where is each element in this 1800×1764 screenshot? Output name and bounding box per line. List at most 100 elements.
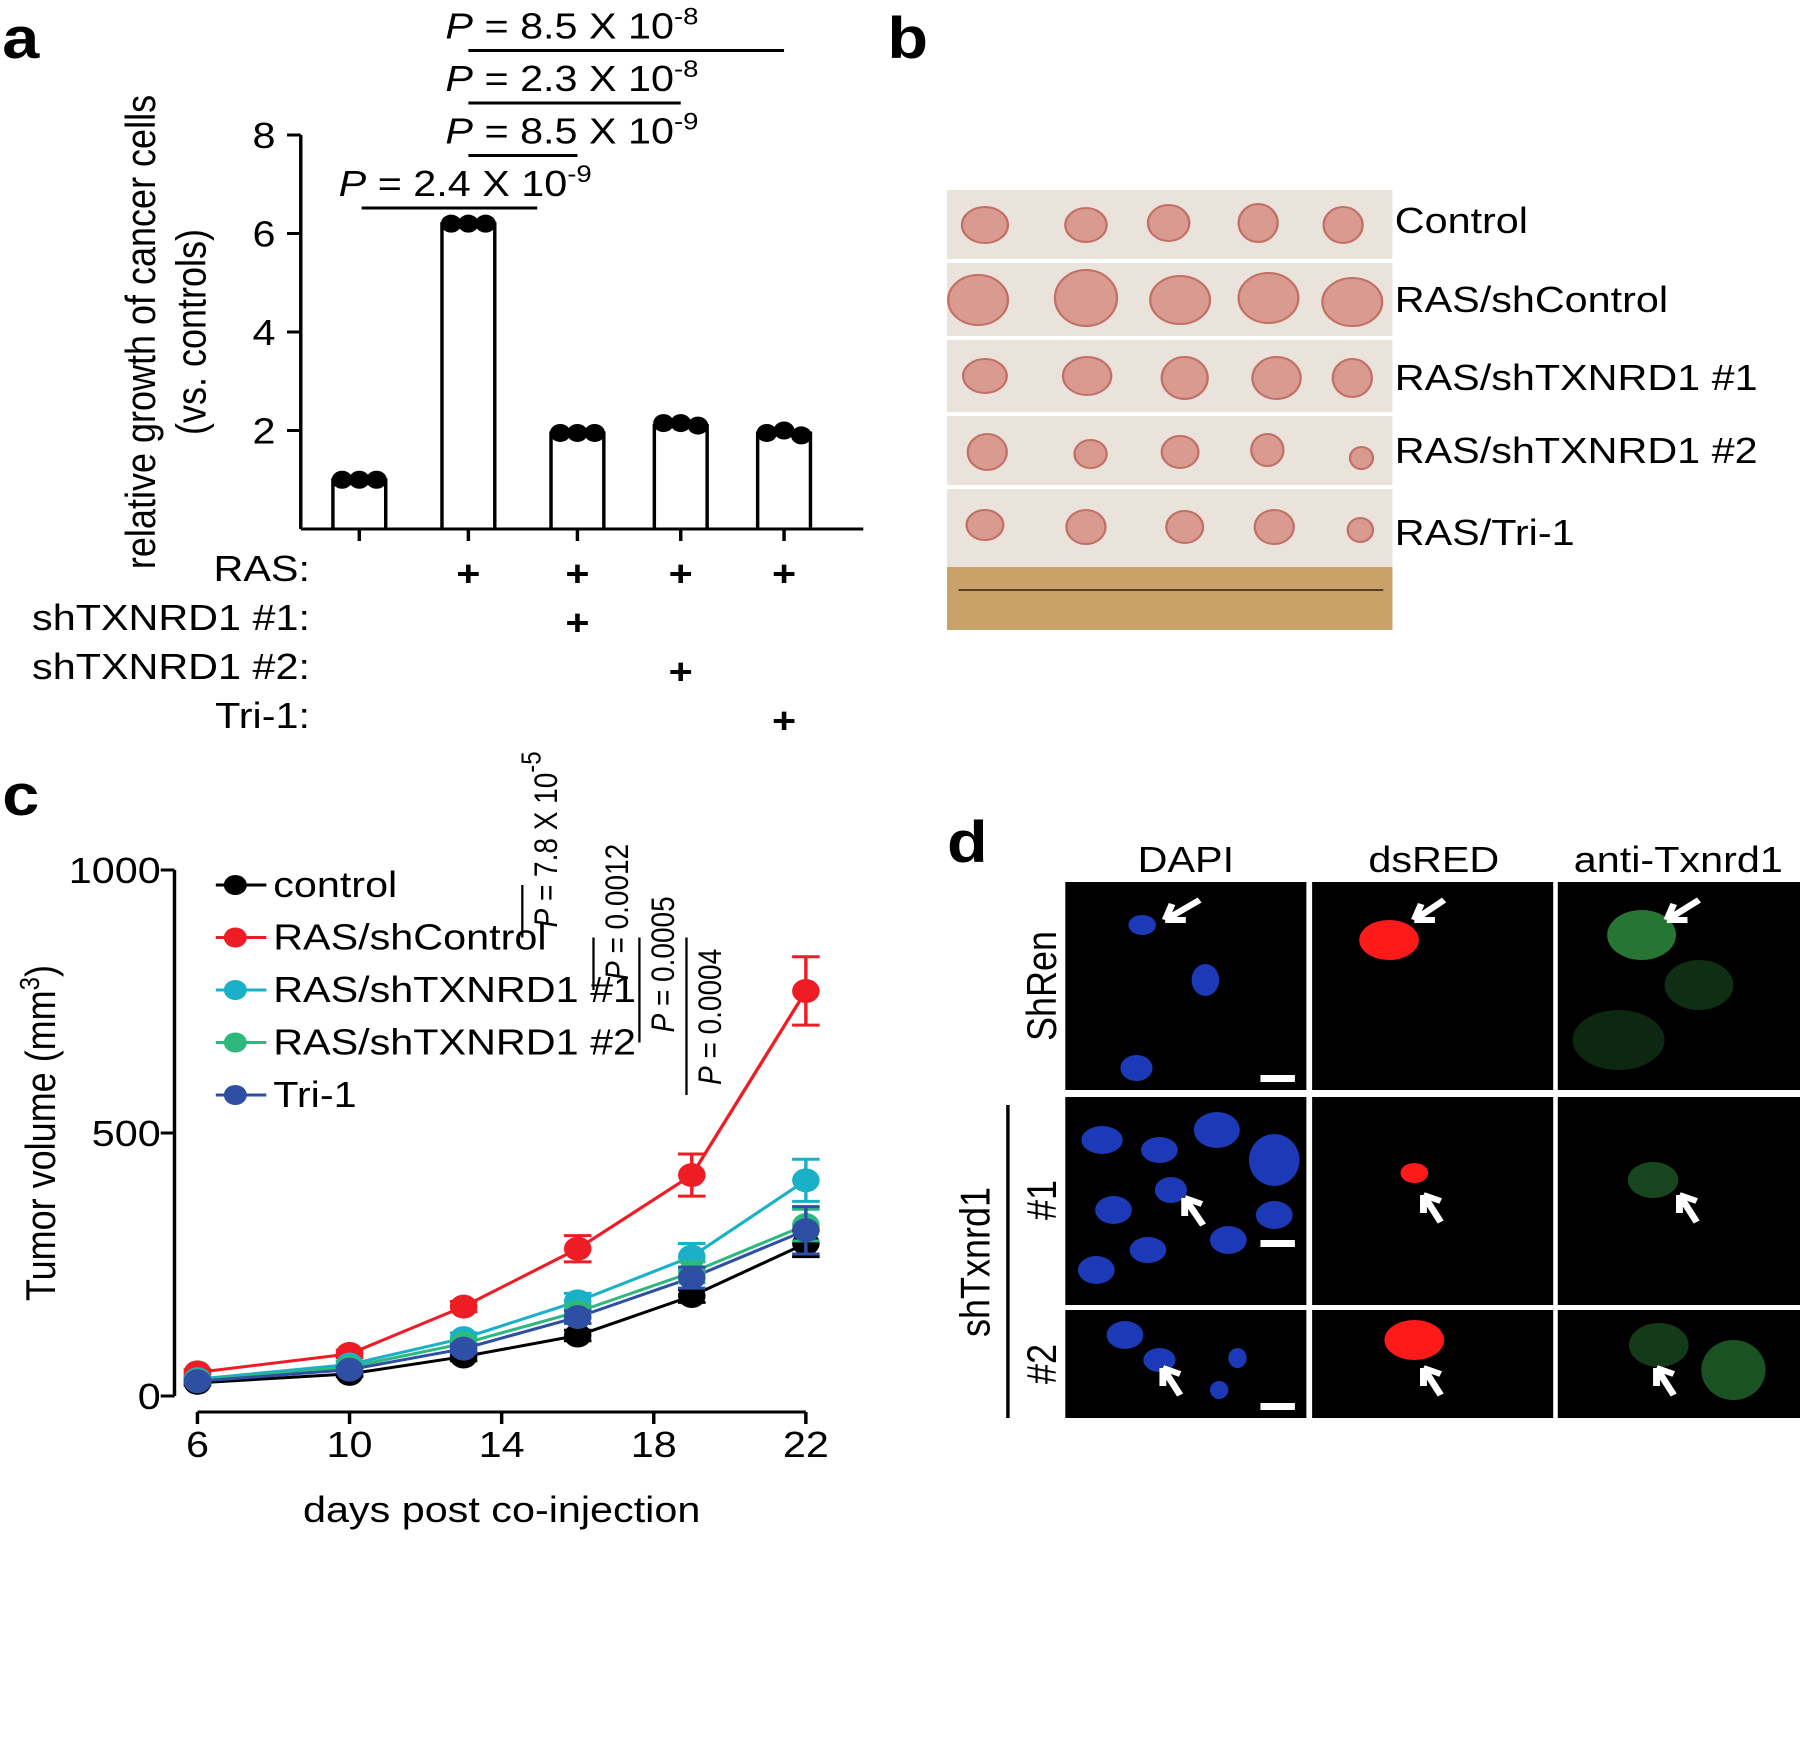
bar <box>652 424 709 531</box>
data-point <box>792 1218 820 1243</box>
condition-mark: + <box>565 603 589 643</box>
p-value: P = 7.8 X 10-5 <box>517 751 564 927</box>
legend-marker <box>223 980 247 1000</box>
legend-label: control <box>273 865 397 905</box>
data-point <box>475 214 496 233</box>
p-value: P = 8.5 X 10-8 <box>445 4 698 47</box>
data-point <box>563 1305 592 1330</box>
p-text: = 8.5 X 10 <box>473 7 674 47</box>
series-line <box>197 1228 807 1383</box>
data-point <box>449 1336 478 1361</box>
column-label: anti-Txnrd1 <box>1574 840 1783 880</box>
p-symbol: P <box>693 1066 728 1085</box>
y-tick-label: 0 <box>138 1377 161 1417</box>
p-exponent: -5 <box>517 751 547 772</box>
p-exponent: -8 <box>674 57 698 83</box>
row-label: #2 <box>1020 1344 1066 1384</box>
condition-label: Tri-1: <box>215 696 310 736</box>
condition-mark: + <box>772 701 796 741</box>
y-tick-label: 500 <box>92 1114 161 1154</box>
data-point <box>348 470 370 489</box>
data-point <box>773 421 795 440</box>
x-tick-label: 6 <box>186 1425 209 1465</box>
condition-mark: + <box>772 554 796 594</box>
x-tick-label: 18 <box>631 1425 677 1465</box>
y-tick-label: 4 <box>253 313 276 353</box>
data-point <box>670 414 692 433</box>
p-symbol: P <box>646 1014 681 1033</box>
p-exponent: -8 <box>674 4 698 30</box>
row-label: RAS/shControl <box>1395 280 1668 320</box>
condition-mark: + <box>565 554 589 594</box>
p-text: = 0.0004 <box>693 949 728 1066</box>
bar <box>440 222 497 531</box>
p-value: P = 8.5 X 10-9 <box>445 109 698 152</box>
x-tick-label: 22 <box>783 1425 829 1465</box>
p-text: = 2.4 X 10 <box>366 164 567 204</box>
y-axis-label-line: (vs. controls) <box>169 229 215 435</box>
column-label: DAPI <box>1138 840 1234 880</box>
group-label: shTxnrd1 <box>953 1187 999 1337</box>
condition-label: RAS: <box>213 549 309 589</box>
row-label: RAS/shTXNRD1 #2 <box>1395 431 1758 471</box>
data-point <box>440 214 462 233</box>
p-symbol: P <box>445 112 473 152</box>
y-tick-label: 6 <box>253 215 276 255</box>
legend-label: RAS/shTXNRD1 #2 <box>273 1023 636 1063</box>
p-text: = 7.8 X 10 <box>529 773 564 909</box>
y-axis-label-sup: 3 <box>16 977 46 990</box>
data-point <box>335 1357 364 1382</box>
x-axis-label: days post co-injection <box>303 1490 700 1530</box>
condition-mark: + <box>669 554 693 594</box>
condition-mark: + <box>669 652 693 692</box>
data-point <box>183 1369 212 1394</box>
p-text: = 0.0012 <box>600 844 635 961</box>
legend-label: RAS/shTXNRD1 #1 <box>273 970 636 1010</box>
panel-label: a <box>2 6 40 71</box>
y-axis-label-end: ) <box>19 965 65 977</box>
y-tick-label: 8 <box>253 116 276 156</box>
legend-marker <box>223 1085 247 1105</box>
data-point <box>458 214 479 233</box>
series-line <box>197 1179 807 1381</box>
tumor-photo <box>947 190 1393 630</box>
legend-marker <box>223 1032 247 1053</box>
y-axis-label-text: Tumor volume (mm <box>19 990 65 1301</box>
p-symbol: P <box>339 164 367 204</box>
data-point <box>449 1294 478 1319</box>
legend-label: Tri-1 <box>273 1075 356 1115</box>
data-point <box>584 423 605 442</box>
legend-marker <box>223 927 247 948</box>
data-point <box>678 1265 706 1290</box>
y-tick-label: 1000 <box>69 851 161 891</box>
data-point <box>792 1168 820 1193</box>
data-point <box>678 1163 706 1188</box>
series-line <box>197 990 808 1374</box>
condition-label: shTXNRD1 #1: <box>32 598 310 638</box>
row-label: #1 <box>1020 1180 1066 1220</box>
panel-label: c <box>2 763 39 828</box>
data-point <box>366 470 387 489</box>
series-line <box>197 1223 807 1382</box>
column-label: dsRED <box>1368 840 1499 880</box>
data-point <box>567 423 588 442</box>
row-label: RAS/shTXNRD1 #1 <box>1395 358 1758 398</box>
p-symbol: P <box>445 7 473 47</box>
x-tick-label: 10 <box>327 1425 373 1465</box>
row-label: RAS/Tri-1 <box>1395 513 1575 553</box>
p-exponent: -9 <box>674 109 698 135</box>
data-point <box>563 1323 592 1348</box>
condition-mark: + <box>456 554 480 594</box>
p-text: = 2.3 X 10 <box>473 59 674 99</box>
series-line <box>197 1242 807 1385</box>
p-symbol: P <box>600 961 635 980</box>
p-value: P = 0.0012 <box>600 844 635 980</box>
y-axis-label: relative growth of cancer cells (vs. cont… <box>119 95 215 569</box>
condition-label: shTXNRD1 #2: <box>32 647 310 687</box>
row-label: ShRen <box>1020 931 1066 1041</box>
data-point <box>563 1236 592 1261</box>
p-value: P = 0.0005 <box>646 896 681 1032</box>
legend-marker <box>223 875 247 895</box>
p-value: P = 0.0004 <box>693 949 728 1085</box>
